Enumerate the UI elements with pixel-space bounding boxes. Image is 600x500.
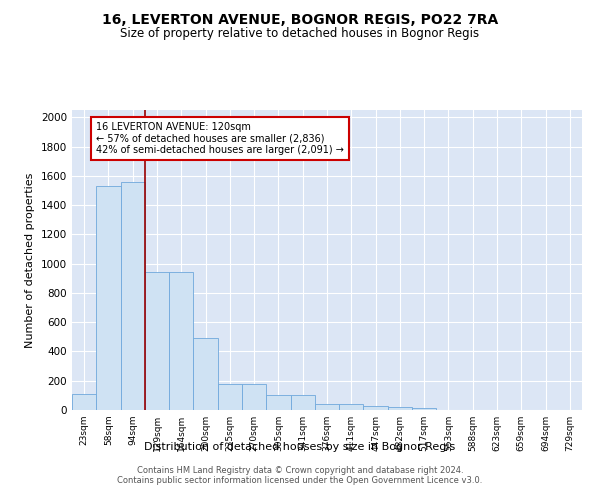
Bar [315,404,339,410]
Bar [169,272,193,410]
Bar [364,406,388,410]
Text: Contains HM Land Registry data © Crown copyright and database right 2024.
Contai: Contains HM Land Registry data © Crown c… [118,466,482,485]
Bar [339,404,364,410]
Bar [193,338,218,410]
Text: Size of property relative to detached houses in Bognor Regis: Size of property relative to detached ho… [121,28,479,40]
Bar [412,408,436,410]
Bar [72,394,96,410]
Bar [266,396,290,410]
Bar [145,272,169,410]
Bar [242,384,266,410]
Bar [121,182,145,410]
Y-axis label: Number of detached properties: Number of detached properties [25,172,35,348]
Text: 16 LEVERTON AVENUE: 120sqm
← 57% of detached houses are smaller (2,836)
42% of s: 16 LEVERTON AVENUE: 120sqm ← 57% of deta… [96,122,344,155]
Bar [388,407,412,410]
Bar [96,186,121,410]
Bar [290,396,315,410]
Bar [218,384,242,410]
Text: Distribution of detached houses by size in Bognor Regis: Distribution of detached houses by size … [145,442,455,452]
Text: 16, LEVERTON AVENUE, BOGNOR REGIS, PO22 7RA: 16, LEVERTON AVENUE, BOGNOR REGIS, PO22 … [102,12,498,26]
